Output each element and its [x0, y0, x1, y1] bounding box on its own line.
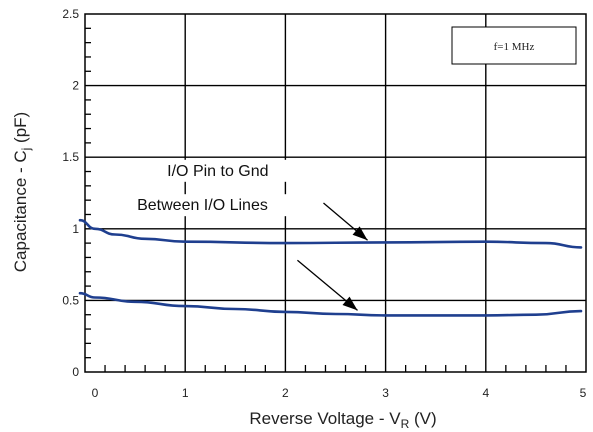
- y-tick-label: 0.5: [62, 293, 79, 307]
- annotation-label-bg: [131, 194, 290, 217]
- y-axis-title-subscript: j: [19, 148, 33, 152]
- annotation-arrow-head: [352, 226, 368, 241]
- condition-box-frame: [451, 26, 577, 65]
- y-axis-title-suffix: (pF): [11, 112, 30, 148]
- series-line-1: [78, 291, 583, 317]
- y-axis-title: Capacitance - Cj (pF): [11, 112, 33, 272]
- annotation-arrow-head: [342, 296, 358, 311]
- y-axis-title-prefix: Capacitance - C: [11, 150, 30, 272]
- annotation-layer: I/O Pin to Gnd Between I/O Lines: [131, 159, 368, 311]
- minor-ticks: [85, 27, 567, 372]
- x-tick-label: 1: [182, 386, 189, 400]
- y-tick-label: 2.5: [62, 7, 79, 21]
- x-tick-label: 2: [282, 386, 289, 400]
- x-axis-title-subscript: R: [401, 417, 410, 431]
- y-tick-label: 2: [72, 79, 79, 93]
- x-tick-label: 4: [482, 386, 489, 400]
- x-axis-title-suffix: (V): [409, 409, 436, 428]
- grid: [85, 14, 586, 372]
- condition-box-label: f=1 MHz: [494, 41, 535, 53]
- annotation-label-1: Between I/O Lines: [137, 197, 268, 214]
- series-layer: [78, 218, 583, 317]
- x-tick-label: 3: [382, 386, 389, 400]
- y-tick-labels: 0 0.5 1 1.5 2 2.5: [62, 7, 79, 379]
- x-axis-title: Reverse Voltage - VR (V): [249, 409, 436, 431]
- x-axis-title-prefix: Reverse Voltage - V: [249, 409, 401, 428]
- series-line-0: [78, 218, 583, 249]
- x-tick-labels: 0 1 2 3 4 5: [92, 386, 587, 400]
- x-tick-label: 5: [580, 386, 587, 400]
- y-tick-label: 1.5: [62, 150, 79, 164]
- annotation-label-bg: [161, 159, 294, 182]
- y-tick-label: 0: [72, 365, 79, 379]
- annotation-label-0: I/O Pin to Gnd: [167, 163, 268, 180]
- condition-box: f=1 MHz: [451, 26, 577, 65]
- y-tick-label: 1: [72, 222, 79, 236]
- x-tick-label: 0: [92, 386, 99, 400]
- plot-frame: [84, 13, 587, 373]
